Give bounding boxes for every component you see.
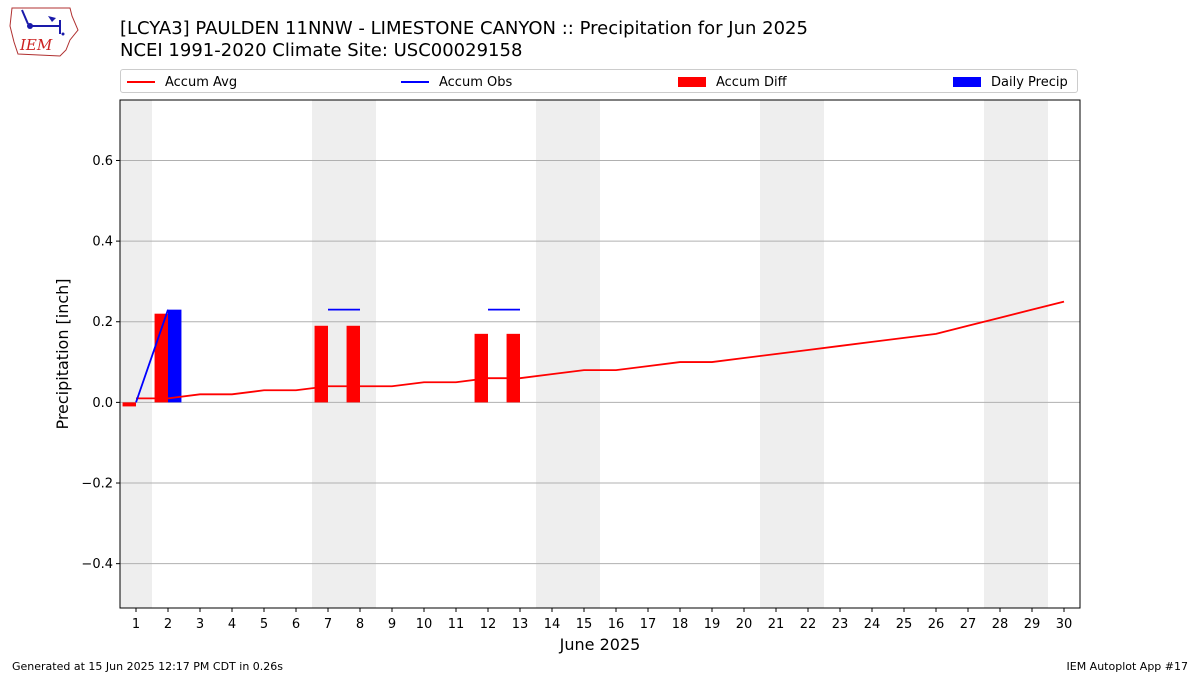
x-tick-label: 9 — [388, 617, 396, 632]
x-tick-label: 27 — [960, 617, 977, 632]
x-tick-label: 23 — [832, 617, 849, 632]
generated-note: Generated at 15 Jun 2025 12:17 PM CDT in… — [12, 660, 284, 673]
y-tick-label: 0.4 — [92, 235, 113, 250]
iem-logo: IEM — [9, 7, 79, 57]
x-tick-label: 5 — [260, 617, 268, 632]
accum-diff-bar — [314, 325, 328, 403]
x-tick-label: 21 — [768, 617, 785, 632]
x-tick-label: 12 — [480, 617, 497, 632]
legend: Accum Avg Accum Obs Accum Diff Daily Pre… — [120, 69, 1078, 93]
x-tick-label: 18 — [672, 617, 689, 632]
accum-diff-bar — [154, 313, 168, 403]
x-tick-label: 1 — [132, 617, 140, 632]
x-tick-label: 2 — [164, 617, 172, 632]
x-tick-label: 24 — [864, 617, 881, 632]
x-tick-label: 25 — [896, 617, 913, 632]
legend-label-accum-obs: Accum Obs — [439, 74, 513, 90]
app-note: IEM Autoplot App #17 — [1066, 660, 1189, 673]
x-tick-label: 6 — [292, 617, 300, 632]
x-tick-label: 20 — [736, 617, 753, 632]
weekend-band — [984, 100, 1048, 608]
accum-diff-bar — [346, 325, 360, 403]
legend-item-accum-diff: Accum Diff — [678, 73, 787, 91]
legend-label-daily-precip: Daily Precip — [991, 74, 1068, 90]
legend-label-accum-avg: Accum Avg — [165, 74, 238, 90]
x-tick-label: 16 — [608, 617, 625, 632]
accum-obs-line — [135, 309, 169, 403]
legend-swatch-red-line — [127, 81, 155, 83]
chart-subtitle: NCEI 1991-2020 Climate Site: USC00029158 — [120, 40, 523, 61]
legend-label-accum-diff: Accum Diff — [716, 74, 787, 90]
y-tick-label: −0.2 — [81, 477, 113, 492]
weekend-band — [536, 100, 600, 608]
legend-swatch-blue-line — [401, 81, 429, 83]
y-tick-label: 0.0 — [92, 396, 113, 411]
y-tick-label: 0.2 — [92, 315, 113, 330]
x-tick-label: 10 — [416, 617, 433, 632]
x-tick-label: 15 — [576, 617, 593, 632]
x-tick-label: 4 — [228, 617, 236, 632]
legend-swatch-red-box — [678, 77, 706, 87]
chart-title: [LCYA3] PAULDEN 11NNW - LIMESTONE CANYON… — [120, 18, 808, 39]
logo-text: IEM — [19, 36, 53, 54]
x-tick-label: 11 — [448, 617, 465, 632]
x-axis-label: June 2025 — [559, 635, 641, 654]
y-tick-label: −0.4 — [81, 557, 113, 572]
weekend-band — [120, 100, 152, 608]
legend-item-daily-precip: Daily Precip — [953, 73, 1068, 91]
x-tick-label: 30 — [1056, 617, 1073, 632]
accum-diff-bar — [474, 333, 488, 403]
y-axis-label: Precipitation [inch] — [53, 278, 72, 429]
x-tick-label: 28 — [992, 617, 1009, 632]
x-tick-label: 26 — [928, 617, 945, 632]
legend-swatch-blue-box — [953, 77, 981, 87]
x-tick-label: 13 — [512, 617, 529, 632]
accum-avg-line — [136, 300, 1065, 400]
x-tick-label: 17 — [640, 617, 657, 632]
x-tick-label: 19 — [704, 617, 721, 632]
x-tick-label: 8 — [356, 617, 364, 632]
accum-diff-bar — [122, 402, 136, 407]
plot-frame — [119, 99, 1081, 609]
legend-item-accum-avg: Accum Avg — [127, 73, 237, 91]
legend-item-accum-obs: Accum Obs — [401, 73, 512, 91]
x-tick-label: 22 — [800, 617, 817, 632]
y-tick-label: 0.6 — [92, 154, 113, 169]
x-tick-label: 3 — [196, 617, 204, 632]
x-tick-label: 7 — [324, 617, 332, 632]
accum-diff-bar — [506, 333, 520, 403]
daily-precip-bar — [168, 309, 182, 403]
x-tick-label: 14 — [544, 617, 561, 632]
x-tick-label: 29 — [1024, 617, 1041, 632]
